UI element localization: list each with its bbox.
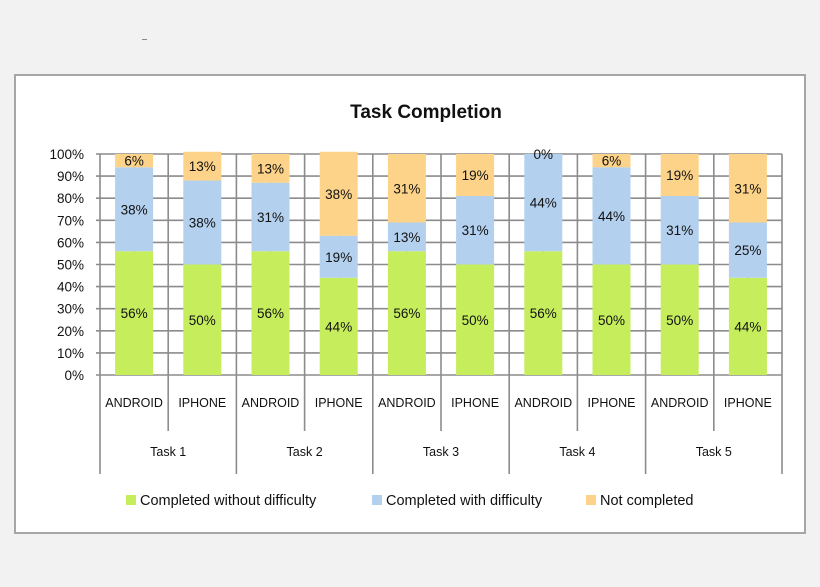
- bars-layer: 56% 38% 6% 50% 38% 13% 56% 31% 13% 44% 19% 38% 56% 13…: [115, 147, 767, 375]
- bar-segment: [524, 251, 563, 375]
- bar-value-label: 6%: [124, 154, 144, 169]
- group-label: Task 2: [287, 445, 323, 459]
- group-label: Task 4: [559, 445, 595, 459]
- axis-layer: 0% 10% 20% 30% 40% 50% 60% 70% 80% 90% 100% ANDROID…: [49, 147, 783, 474]
- bar-value-label: 56%: [121, 306, 148, 321]
- bar-segment: [115, 154, 154, 168]
- bar-segment: [319, 277, 358, 375]
- bar-value-label: 19%: [666, 168, 693, 183]
- bar-value-label: 6%: [602, 154, 622, 169]
- bar-value-label: 50%: [189, 313, 216, 328]
- stray-dash-mark: [142, 39, 147, 40]
- legend-swatch: [126, 495, 136, 505]
- group-label: Task 1: [150, 445, 186, 459]
- y-tick-label: 50%: [57, 258, 84, 273]
- legend: Completed without difficulty Completed wi…: [126, 493, 694, 509]
- category-label: IPHONE: [451, 396, 499, 410]
- bar-value-label: 44%: [734, 319, 761, 334]
- group-label: Task 5: [696, 445, 732, 459]
- bar-segment: [728, 154, 767, 223]
- bar-value-label: 31%: [734, 181, 761, 196]
- bar-value-label: 13%: [393, 230, 420, 245]
- bar-value-label: 50%: [666, 313, 693, 328]
- bar-segment: [728, 277, 767, 375]
- bar-value-label: 31%: [666, 223, 693, 238]
- category-label: IPHONE: [315, 396, 363, 410]
- bar-segment: [592, 264, 631, 375]
- bar-segment: [592, 167, 631, 265]
- bar-value-label: 50%: [462, 313, 489, 328]
- bar-value-label: 19%: [325, 250, 352, 265]
- bar-segment: [251, 182, 290, 252]
- bar-value-label: 56%: [393, 306, 420, 321]
- bar-segment: [251, 154, 290, 183]
- bar-segment: [660, 154, 699, 196]
- bar-segment: [387, 222, 426, 252]
- category-label: ANDROID: [514, 396, 572, 410]
- legend-swatch: [586, 495, 596, 505]
- y-tick-label: 20%: [57, 324, 84, 339]
- bar-segment: [183, 264, 222, 375]
- bar-value-label: 19%: [462, 168, 489, 183]
- group-label: Task 3: [423, 445, 459, 459]
- category-label: ANDROID: [378, 396, 436, 410]
- y-tick-label: 0%: [64, 368, 84, 383]
- y-tick-label: 90%: [57, 169, 84, 184]
- bar-value-label: 13%: [189, 159, 216, 174]
- bar-value-label: 44%: [325, 319, 352, 334]
- bar-value-label: 56%: [257, 306, 284, 321]
- bar-segment: [660, 264, 699, 375]
- bar-value-label: 44%: [530, 196, 557, 211]
- y-tick-label: 60%: [57, 235, 84, 250]
- legend-label: Not completed: [600, 493, 694, 509]
- bar-segment: [319, 151, 358, 236]
- bar-segment: [524, 154, 563, 252]
- bar-value-label: 44%: [598, 209, 625, 224]
- y-tick-label: 10%: [57, 346, 84, 361]
- bar-value-label: 50%: [598, 313, 625, 328]
- bar-value-label: 0%: [534, 147, 554, 162]
- bar-segment: [728, 222, 767, 278]
- bar-segment: [592, 154, 631, 168]
- bar-segment: [251, 251, 290, 375]
- bar-value-label: 38%: [121, 202, 148, 217]
- y-tick-label: 80%: [57, 191, 84, 206]
- bar-value-label: 38%: [325, 187, 352, 202]
- bar-segment: [660, 195, 699, 265]
- category-label: ANDROID: [651, 396, 709, 410]
- bar-value-label: 13%: [257, 161, 284, 176]
- bar-segment: [387, 154, 426, 223]
- legend-label: Completed without difficulty: [140, 493, 317, 509]
- category-label: ANDROID: [105, 396, 163, 410]
- y-tick-label: 100%: [49, 147, 84, 162]
- bar-value-label: 56%: [530, 306, 557, 321]
- category-label: ANDROID: [242, 396, 300, 410]
- legend-label: Completed with difficulty: [386, 493, 543, 509]
- bar-segment: [115, 167, 154, 252]
- category-label: IPHONE: [178, 396, 226, 410]
- y-tick-label: 70%: [57, 213, 84, 228]
- chart-title: Task Completion: [350, 102, 502, 123]
- bar-segment: [183, 180, 222, 265]
- bar-segment: [456, 154, 495, 196]
- bar-value-label: 31%: [462, 223, 489, 238]
- bar-segment: [183, 151, 222, 181]
- legend-swatch: [372, 495, 382, 505]
- y-tick-label: 40%: [57, 280, 84, 295]
- bar-value-label: 31%: [257, 210, 284, 225]
- bar-value-label: 38%: [189, 216, 216, 231]
- bar-segment: [115, 251, 154, 375]
- category-label: IPHONE: [724, 396, 772, 410]
- bar-segment: [319, 235, 358, 278]
- category-label: IPHONE: [588, 396, 636, 410]
- y-tick-label: 30%: [57, 302, 84, 317]
- bar-segment: [387, 251, 426, 375]
- task-completion-chart: Task Completion 56% 38% 6% 50% 38% 13% 56% 31% 1…: [49, 102, 783, 509]
- chart-frame: Task Completion 56% 38% 6% 50% 38% 13% 56% 31% 1…: [14, 74, 806, 534]
- bar-segment: [456, 264, 495, 375]
- bar-segment: [456, 195, 495, 265]
- bar-value-label: 31%: [393, 181, 420, 196]
- bar-value-label: 25%: [734, 243, 761, 258]
